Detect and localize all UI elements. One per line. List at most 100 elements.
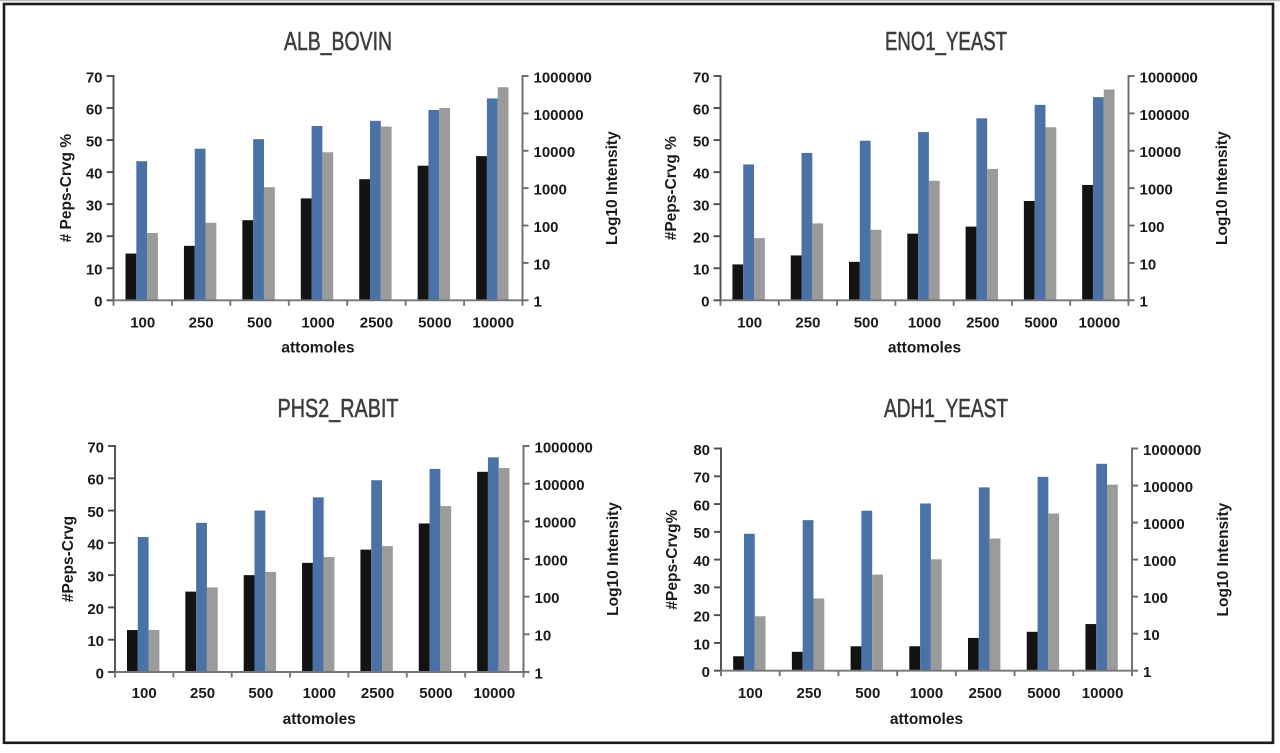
svg-text:100: 100: [130, 315, 155, 332]
svg-text:attomoles: attomoles: [281, 340, 354, 357]
svg-text:10000: 10000: [1079, 315, 1121, 332]
svg-text:70: 70: [693, 69, 710, 86]
svg-text:20: 20: [693, 230, 710, 247]
svg-text:250: 250: [797, 685, 822, 702]
svg-text:# Peps-Crvg %: # Peps-Crvg %: [58, 134, 75, 243]
svg-text:1: 1: [535, 665, 543, 682]
svg-text:70: 70: [693, 470, 710, 487]
svg-text:0: 0: [702, 664, 710, 681]
svg-text:1000: 1000: [534, 182, 567, 199]
svg-text:10000: 10000: [535, 515, 577, 532]
svg-text:2500: 2500: [361, 685, 394, 702]
svg-text:5000: 5000: [418, 315, 451, 332]
svg-text:attomoles: attomoles: [283, 711, 356, 728]
svg-text:60: 60: [87, 472, 104, 489]
svg-text:10000: 10000: [473, 685, 515, 702]
svg-text:0: 0: [701, 294, 709, 311]
svg-text:100: 100: [1143, 590, 1168, 607]
svg-text:100: 100: [738, 685, 763, 702]
svg-text:#Peps-Crvg %: #Peps-Crvg %: [663, 136, 680, 240]
svg-text:1000000: 1000000: [534, 69, 592, 86]
svg-text:30: 30: [693, 198, 710, 215]
svg-text:50: 50: [86, 133, 103, 150]
svg-text:10000: 10000: [534, 144, 576, 161]
svg-text:500: 500: [854, 315, 879, 332]
svg-text:100: 100: [1140, 219, 1165, 236]
svg-text:500: 500: [855, 685, 880, 702]
svg-text:500: 500: [247, 315, 272, 332]
svg-text:60: 60: [693, 101, 710, 118]
svg-text:1000000: 1000000: [535, 439, 593, 456]
svg-text:Log10 Intensity: Log10 Intensity: [604, 131, 621, 245]
svg-text:20: 20: [87, 601, 104, 618]
svg-text:100: 100: [534, 219, 559, 236]
svg-text:2500: 2500: [966, 315, 999, 332]
svg-text:Log10 Intensity: Log10 Intensity: [1214, 131, 1231, 245]
svg-text:1: 1: [534, 294, 542, 311]
svg-text:100: 100: [132, 685, 157, 702]
svg-text:10000: 10000: [1140, 144, 1182, 161]
svg-text:30: 30: [87, 569, 104, 586]
svg-text:10: 10: [534, 256, 551, 273]
svg-text:30: 30: [86, 198, 103, 215]
svg-text:5000: 5000: [419, 685, 452, 702]
svg-text:250: 250: [189, 315, 214, 332]
svg-text:250: 250: [190, 685, 215, 702]
svg-text:1000: 1000: [1140, 182, 1173, 199]
svg-text:100000: 100000: [1143, 479, 1193, 496]
svg-text:100000: 100000: [535, 477, 585, 494]
svg-text:5000: 5000: [1024, 315, 1057, 332]
svg-text:ALB_BOVIN: ALB_BOVIN: [284, 26, 392, 56]
svg-text:ADH1_YEAST: ADH1_YEAST: [884, 393, 1008, 423]
svg-text:10: 10: [693, 262, 710, 279]
svg-text:40: 40: [86, 166, 103, 183]
svg-text:30: 30: [693, 581, 710, 598]
svg-text:10: 10: [535, 628, 552, 645]
svg-text:50: 50: [693, 133, 710, 150]
svg-text:0: 0: [96, 665, 104, 682]
svg-text:10: 10: [1140, 256, 1157, 273]
svg-text:60: 60: [693, 497, 710, 514]
svg-text:10000: 10000: [472, 315, 514, 332]
svg-text:40: 40: [693, 166, 710, 183]
svg-text:10: 10: [693, 636, 710, 653]
svg-text:1000000: 1000000: [1143, 442, 1201, 459]
svg-text:1: 1: [1143, 664, 1151, 681]
svg-text:5000: 5000: [1027, 685, 1060, 702]
svg-text:1000: 1000: [301, 315, 334, 332]
svg-text:PHS2_RABIT: PHS2_RABIT: [278, 393, 399, 423]
svg-text:40: 40: [87, 536, 104, 553]
svg-text:100: 100: [535, 590, 560, 607]
svg-text:100000: 100000: [534, 107, 584, 124]
svg-text:1000: 1000: [535, 552, 568, 569]
svg-text:2500: 2500: [360, 315, 393, 332]
svg-text:50: 50: [87, 504, 104, 521]
svg-text:attomoles: attomoles: [888, 340, 961, 357]
svg-text:10: 10: [86, 262, 103, 279]
svg-text:attomoles: attomoles: [890, 711, 963, 728]
svg-text:10000: 10000: [1082, 685, 1124, 702]
svg-text:1000: 1000: [303, 685, 336, 702]
svg-text:#Peps-Crvg: #Peps-Crvg: [60, 516, 77, 602]
svg-text:1: 1: [1140, 294, 1148, 311]
svg-text:Log10 Intensity: Log10 Intensity: [1215, 502, 1232, 616]
svg-text:80: 80: [693, 442, 710, 459]
svg-text:0: 0: [94, 294, 102, 311]
svg-text:100000: 100000: [1140, 107, 1190, 124]
svg-text:1000: 1000: [910, 685, 943, 702]
svg-text:40: 40: [693, 553, 710, 570]
svg-text:60: 60: [86, 101, 103, 118]
svg-text:2500: 2500: [969, 685, 1002, 702]
svg-text:70: 70: [87, 439, 104, 456]
svg-text:10: 10: [1143, 627, 1160, 644]
svg-text:20: 20: [693, 609, 710, 626]
svg-text:Log10 Intensity: Log10 Intensity: [605, 502, 622, 616]
svg-text:1000: 1000: [908, 315, 941, 332]
svg-text:#Peps-Crvg%: #Peps-Crvg%: [664, 509, 681, 609]
svg-text:50: 50: [693, 525, 710, 542]
svg-text:1000: 1000: [1143, 553, 1176, 570]
svg-text:10: 10: [87, 633, 104, 650]
svg-text:ENO1_YEAST: ENO1_YEAST: [885, 26, 1007, 56]
svg-text:250: 250: [795, 315, 820, 332]
svg-text:500: 500: [248, 685, 273, 702]
